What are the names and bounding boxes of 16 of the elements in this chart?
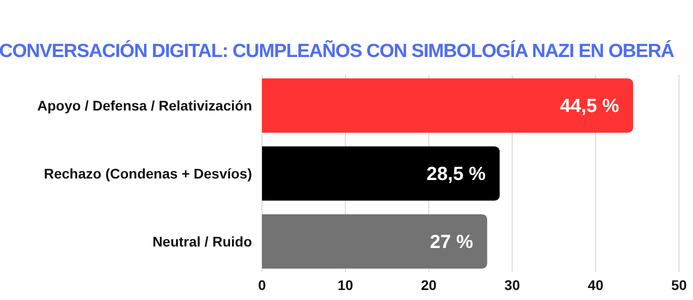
chart-title: CONVERSACIÓN DIGITAL: CUMPLEAÑOS CON SIMBOLOGÍA NAZI EN OBERÁ bbox=[0, 40, 675, 62]
x-tick-label: 30 bbox=[504, 277, 520, 293]
y-tick-label: Neutral / Ruido bbox=[152, 233, 252, 250]
bar bbox=[262, 214, 488, 269]
x-tick-label: 40 bbox=[588, 277, 604, 293]
y-tick-label: Apoyo / Defensa / Relativización bbox=[37, 97, 252, 114]
bar bbox=[262, 146, 500, 201]
data-label: 44,5 % bbox=[560, 96, 620, 118]
x-tick-label: 20 bbox=[421, 277, 437, 293]
y-tick-label: Rechazo (Condenas + Desvíos) bbox=[44, 165, 252, 182]
x-tick-label: 10 bbox=[338, 277, 354, 293]
x-tick-label: 50 bbox=[671, 277, 687, 293]
data-label: 28,5 % bbox=[426, 164, 486, 186]
bar bbox=[262, 78, 634, 133]
x-tick-label: 0 bbox=[258, 277, 266, 293]
data-label: 27 % bbox=[430, 232, 474, 254]
